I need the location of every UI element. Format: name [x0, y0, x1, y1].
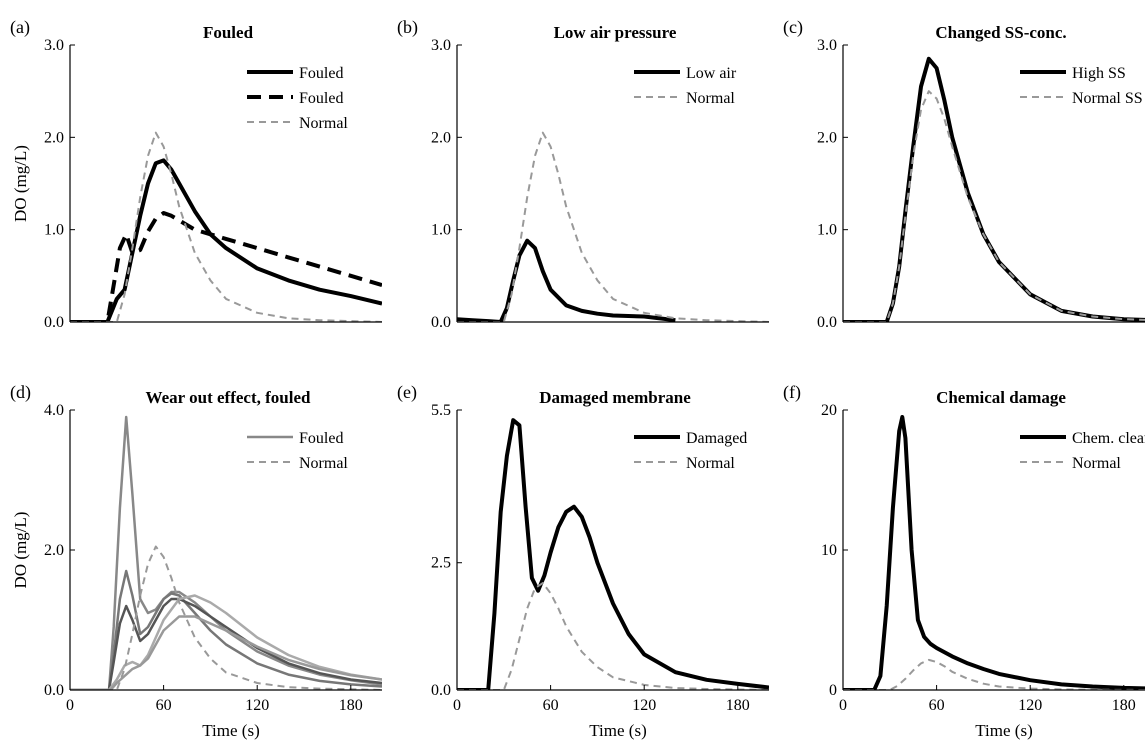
legend-label: Fouled — [299, 65, 343, 82]
legend-label: Normal — [1072, 455, 1121, 472]
legend: High SS Normal SS — [1020, 65, 1143, 107]
series-line-2 — [70, 211, 382, 322]
series-line-1 — [70, 158, 382, 322]
x-tick-label: 120 — [1018, 697, 1042, 714]
x-tick-label: 180 — [339, 697, 363, 714]
legend-label: Normal — [299, 455, 348, 472]
y-tick-label: 2.5 — [431, 555, 451, 572]
panel-label: (b) — [397, 17, 418, 38]
series-line-2 — [70, 569, 382, 690]
x-tick-label: 60 — [929, 697, 945, 714]
legend-label: Chem. clean. — [1072, 430, 1145, 447]
y-tick-label: 3.0 — [44, 37, 64, 54]
x-axis-label: Time (s) — [202, 721, 259, 740]
y-tick-label: 2.0 — [817, 129, 837, 146]
y-tick-label: 3.0 — [817, 37, 837, 54]
panel-label: (c) — [783, 17, 803, 38]
chart-title: Damaged membrane — [539, 388, 691, 407]
panel-label: (a) — [10, 17, 30, 38]
y-tick-label: 1.0 — [44, 222, 64, 239]
legend: Fouled Normal — [247, 430, 348, 472]
panel-label: (f) — [783, 382, 801, 403]
legend-label: Low air — [686, 65, 737, 82]
series-line-1 — [457, 418, 769, 690]
legend-label: Normal SS — [1072, 90, 1143, 107]
chart-title: Changed SS-conc. — [935, 23, 1066, 42]
chart-title: Wear out effect, fouled — [146, 388, 311, 407]
legend-label: Normal — [686, 455, 735, 472]
series-line-1 — [843, 415, 1145, 690]
legend-label: Fouled — [299, 90, 343, 107]
y-tick-label: 2.0 — [431, 129, 451, 146]
x-tick-label: 0 — [66, 697, 74, 714]
series-line-2 — [843, 90, 1145, 322]
x-tick-label: 180 — [1112, 697, 1136, 714]
series-line-3 — [70, 131, 382, 322]
x-axis-label: Time (s) — [589, 721, 646, 740]
legend-label: High SS — [1072, 65, 1126, 82]
legend-label: Normal — [686, 90, 735, 107]
y-tick-label: 0.0 — [431, 682, 451, 699]
y-tick-label: 0 — [829, 682, 837, 699]
legend: Fouled Fouled Normal — [247, 65, 348, 132]
y-tick-label: 0.0 — [44, 682, 64, 699]
legend: Low air Normal — [634, 65, 737, 107]
y-tick-label: 0.0 — [44, 314, 64, 331]
y-tick-label: 0.0 — [431, 314, 451, 331]
x-tick-label: 120 — [245, 697, 269, 714]
x-tick-label: 180 — [726, 697, 750, 714]
y-tick-label: 0.0 — [817, 314, 837, 331]
panel-label: (e) — [397, 382, 417, 403]
chart-title: Low air pressure — [554, 23, 677, 42]
panel-5: 0.0 2.5 5.5 0 60 120 180 (e) Damaged membrane Tim… — [397, 382, 769, 740]
y-axis-label: DO (mg/L) — [11, 512, 30, 589]
panel-2: 0.0 1.0 2.0 3.0 (b) Low air pressure Low air No… — [397, 17, 769, 331]
y-tick-label: 2.0 — [44, 542, 64, 559]
x-tick-label: 0 — [453, 697, 461, 714]
y-tick-label: 1.0 — [431, 222, 451, 239]
x-tick-label: 60 — [156, 697, 172, 714]
y-tick-label: 3.0 — [431, 37, 451, 54]
series-line-3 — [70, 597, 382, 690]
legend-label: Normal — [299, 115, 348, 132]
x-tick-label: 60 — [543, 697, 559, 714]
series-line-4 — [70, 594, 382, 690]
legend-label: Damaged — [686, 430, 747, 447]
y-tick-label: 2.0 — [44, 129, 64, 146]
legend: Damaged Normal — [634, 430, 747, 472]
panel-3: 0.0 1.0 2.0 3.0 (c) Changed SS-conc. High SS No… — [783, 17, 1145, 331]
series-line-1 — [457, 238, 676, 322]
y-tick-label: 5.5 — [431, 402, 451, 419]
y-axis-label: DO (mg/L) — [11, 145, 30, 222]
panel-4: 0.0 2.0 4.0 0 60 120 180 (d) Wear out effect, fo… — [10, 382, 382, 740]
legend: Chem. clean. Normal — [1020, 430, 1145, 472]
panel-label: (d) — [10, 382, 31, 403]
y-tick-label: 20 — [821, 402, 837, 419]
chart-title: Chemical damage — [936, 388, 1066, 407]
x-axis-label: Time (s) — [975, 721, 1032, 740]
x-tick-label: 120 — [632, 697, 656, 714]
series-line-5 — [70, 615, 382, 690]
x-tick-label: 0 — [839, 697, 847, 714]
panel-6: 0 10 20 0 60 120 180 (f) Chemical damage Time (s)… — [783, 382, 1145, 740]
series-line-2 — [457, 131, 769, 322]
y-tick-label: 10 — [821, 542, 837, 559]
series-line-2 — [457, 582, 769, 690]
y-tick-label: 4.0 — [44, 402, 64, 419]
series-line-6 — [70, 545, 382, 690]
chart-title: Fouled — [203, 23, 254, 42]
legend-label: Fouled — [299, 430, 343, 447]
y-tick-label: 1.0 — [817, 222, 837, 239]
